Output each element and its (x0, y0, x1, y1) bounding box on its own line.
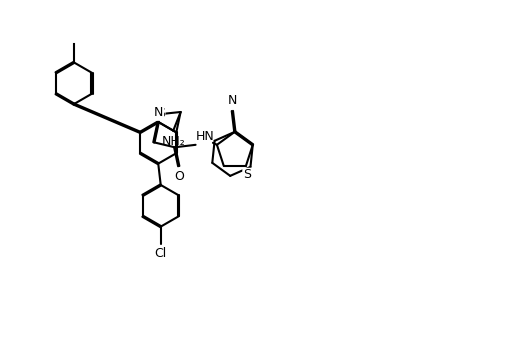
Text: N: N (153, 106, 163, 119)
Text: N: N (153, 107, 163, 120)
Text: Cl: Cl (154, 247, 167, 261)
Text: S: S (157, 107, 165, 120)
Text: S: S (243, 168, 251, 181)
Text: HN: HN (196, 130, 215, 143)
Text: O: O (174, 170, 184, 183)
Text: N: N (228, 94, 237, 108)
Text: NH₂: NH₂ (162, 135, 185, 148)
